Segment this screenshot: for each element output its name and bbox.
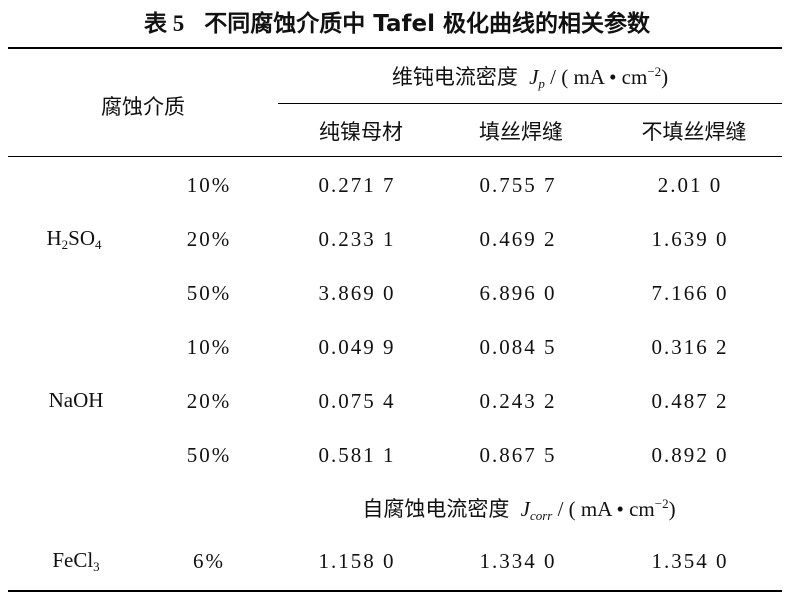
bottom-rule [8,590,782,592]
corrosion-symbol: J [520,497,530,521]
row-4-conc: 10% [186,335,232,359]
column-header-3: 不填丝焊缝 [641,120,747,144]
row-2-col-2: 0.469 2 [479,227,557,251]
header-passive-current: 维钝电流密度 Jp / ( mA • cm−2) [392,61,668,92]
header-corrosion-current: 自腐蚀电流密度 Jcorr / ( mA • cm−2) [362,493,675,524]
row-3-conc: 50% [186,281,232,305]
corrosion-label: 自腐蚀电流密度 [362,497,510,521]
row-4-col-1: 0.049 9 [318,335,396,359]
row-4-col-3: 0.316 2 [651,335,729,359]
corrosion-unit-sup: −2 [654,496,669,511]
passive-label: 维钝电流密度 [391,65,518,89]
column-header-2: 填丝焊缝 [479,120,563,144]
row-5-col-1: 0.075 4 [318,389,396,413]
caption-number: 表 5 [144,11,185,36]
row-6-col-3: 0.892 0 [651,443,729,467]
passive-unit-sup: −2 [647,64,662,79]
row-5-col-2: 0.243 2 [479,389,557,413]
row-1-col-2: 0.755 7 [479,173,557,197]
row-5-col-3: 0.487 2 [651,389,729,413]
header-bottom-rule [8,156,782,157]
group-header-rule [278,103,782,104]
top-rule [8,47,782,49]
row-3-col-1: 3.869 0 [318,281,396,305]
row-1-col-3: 2.01 0 [657,173,723,197]
passive-unit-open: / ( mA • cm [544,65,648,89]
passive-symbol: J [529,65,539,89]
row-2-col-1: 0.233 1 [318,227,396,251]
corrosion-symbol-sub: corr [529,508,553,523]
fecl3-col-2: 1.334 0 [479,549,557,573]
row-6-col-2: 0.867 5 [479,443,557,467]
row-6-conc: 50% [186,443,232,467]
header-medium: 腐蚀介质 [101,95,185,119]
row-6-col-1: 0.581 1 [318,443,396,467]
row-4-col-2: 0.084 5 [479,335,557,359]
group-label-h2so4: H2SO4 [46,226,102,252]
table-caption: 表 5 不同腐蚀介质中 Tafel 极化曲线的相关参数 [0,4,794,38]
row-3-col-3: 7.166 0 [651,281,729,305]
passive-symbol-sub: p [538,76,545,91]
corrosion-unit-open: / ( mA • cm [552,497,655,521]
row-2-conc: 20% [186,227,232,251]
row-1-col-1: 0.271 7 [318,173,396,197]
row-5-conc: 20% [186,389,232,413]
group-label-fecl3: FeCl3 [52,548,100,574]
fecl3-conc: 6% [193,549,225,573]
corrosion-unit-close: ) [668,497,676,521]
column-header-1: 纯镍母材 [319,120,403,144]
fecl3-col-3: 1.354 0 [651,549,729,573]
row-3-col-2: 6.896 0 [479,281,557,305]
row-2-col-3: 1.639 0 [651,227,729,251]
row-1-conc: 10% [186,173,232,197]
group-label-naoh: NaOH [48,388,104,412]
passive-unit-close: ) [661,65,669,89]
caption-text: 不同腐蚀介质中 Tafel 极化曲线的相关参数 [204,11,650,37]
fecl3-col-1: 1.158 0 [318,549,396,573]
